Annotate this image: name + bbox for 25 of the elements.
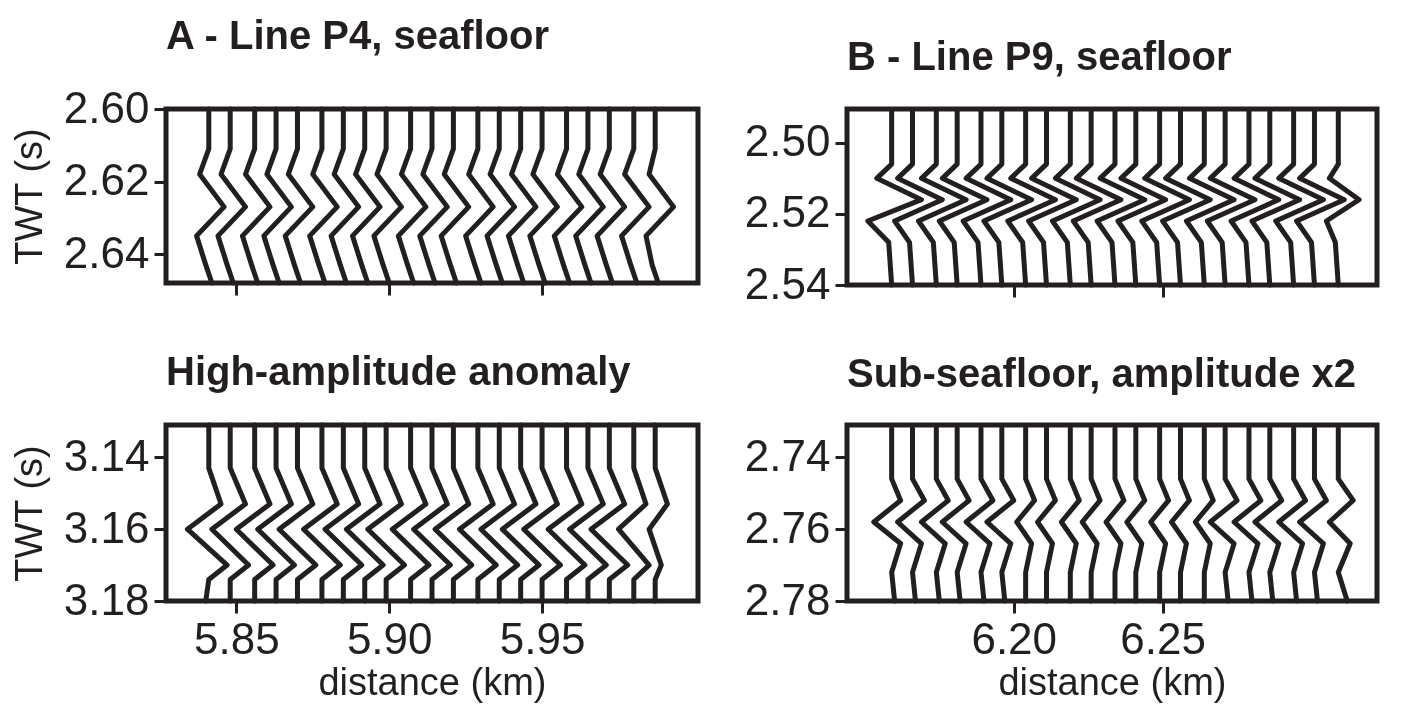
- y-tick-label: 2.50: [744, 116, 831, 166]
- y-tick-label: 2.78: [744, 574, 831, 624]
- y-tick-label: 2.74: [744, 430, 831, 480]
- x-tick-label: 5.85: [194, 613, 280, 663]
- chart-title: Sub-seafloor, amplitude x2: [847, 351, 1357, 395]
- y-tick-label: 2.54: [744, 258, 831, 308]
- x-axis-title: distance (km): [318, 660, 547, 703]
- chart-title: High-amplitude anomaly: [166, 348, 632, 393]
- y-tick-label: 3.16: [63, 502, 150, 552]
- x-tick-label: 6.25: [1120, 613, 1206, 663]
- chart-title: B - Line P9, seafloor: [847, 34, 1232, 79]
- y-tick-label: 3.18: [63, 574, 150, 624]
- y-tick-label: 2.60: [63, 82, 150, 132]
- y-tick-label: 2.52: [744, 187, 831, 237]
- x-tick-label: 6.20: [971, 613, 1058, 663]
- y-axis-title: TWT (s): [7, 445, 50, 582]
- y-tick-label: 2.76: [744, 502, 831, 552]
- y-axis-title: TWT (s): [7, 128, 50, 265]
- x-tick-label: 5.95: [499, 613, 586, 663]
- x-axis-title: distance (km): [998, 660, 1227, 703]
- y-tick-label: 3.14: [63, 430, 150, 480]
- x-tick-label: 5.90: [346, 613, 433, 663]
- chart-title: A - Line P4, seafloor: [166, 13, 550, 57]
- y-tick-label: 2.62: [63, 155, 150, 204]
- y-tick-label: 2.64: [63, 227, 150, 277]
